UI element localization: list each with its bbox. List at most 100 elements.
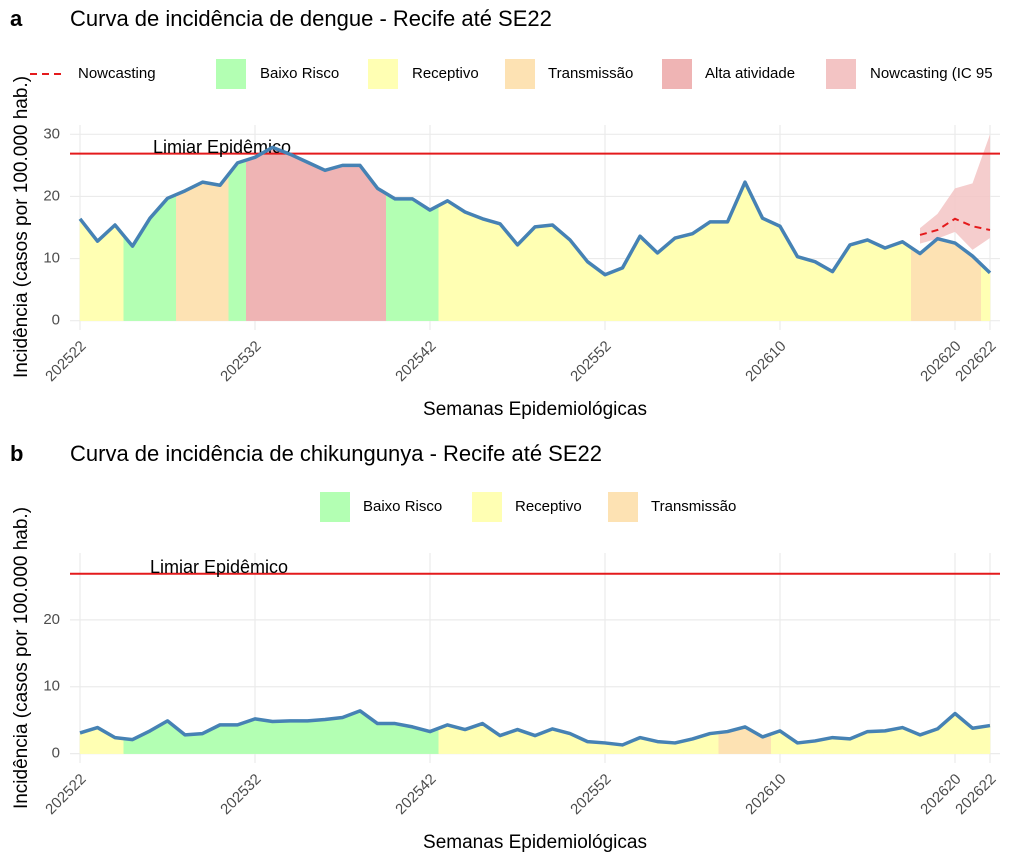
risk-area <box>263 147 282 321</box>
risk-area <box>386 193 404 321</box>
legend-label: Nowcasting (IC 95 <box>870 65 993 82</box>
threshold-label: Limiar Epidêmico <box>153 137 291 157</box>
risk-area <box>386 723 404 754</box>
x-axis-label: Semanas Epidemiológicas <box>423 399 647 420</box>
y-tick-label: 20 <box>43 187 60 204</box>
risk-area <box>351 165 369 321</box>
legend-key <box>320 492 350 522</box>
nowcast-interval <box>920 134 990 250</box>
risk-area <box>683 227 702 321</box>
x-tick-label: 202522 <box>42 771 89 818</box>
risk-area <box>928 238 947 321</box>
risk-area <box>228 159 247 321</box>
x-tick-label: 202532 <box>217 771 264 818</box>
risk-area <box>543 224 562 321</box>
x-tick-label: 202542 <box>392 338 439 385</box>
risk-area <box>666 235 684 321</box>
x-tick-label: 202552 <box>567 338 614 385</box>
risk-area <box>246 718 264 754</box>
risk-area <box>858 239 877 321</box>
legend-label: Baixo Risco <box>363 498 442 515</box>
risk-area <box>421 204 439 321</box>
risk-area <box>928 720 947 754</box>
legend-key <box>608 492 638 522</box>
risk-area <box>893 241 912 321</box>
risk-area <box>876 728 894 754</box>
risk-area <box>438 200 457 321</box>
risk-area <box>613 251 632 321</box>
risk-area <box>316 718 334 754</box>
x-tick-label: 202522 <box>42 338 89 385</box>
incidence-line <box>78 145 992 277</box>
legend-label: Alta atividade <box>705 65 795 82</box>
legend-label: Receptivo <box>412 65 479 82</box>
legend-label: Nowcasting <box>78 65 156 82</box>
risk-area <box>456 205 474 321</box>
risk-area <box>193 181 212 321</box>
y-axis-label: Incidência (casos por 100.000 hab.) <box>11 507 32 809</box>
risk-area <box>158 194 177 321</box>
incidence-line <box>79 709 991 747</box>
risk-area <box>333 165 352 321</box>
x-tick-label: 202610 <box>742 771 789 818</box>
panel-label: a <box>10 6 23 31</box>
risk-area <box>316 165 334 321</box>
risk-area <box>736 181 754 321</box>
nowcast-line <box>919 217 991 236</box>
legend-label: Baixo Risco <box>260 65 339 82</box>
y-tick-label: 0 <box>52 745 60 762</box>
risk-area <box>876 243 894 321</box>
risk-area <box>228 721 247 754</box>
risk-area <box>298 157 317 321</box>
risk-area <box>176 186 194 321</box>
threshold-label: Limiar Epidêmico <box>150 557 288 577</box>
legend-key <box>826 59 856 89</box>
risk-area <box>946 240 964 321</box>
legend-label: Transmissão <box>548 65 633 82</box>
x-axis-label: Semanas Epidemiológicas <box>423 832 647 853</box>
y-tick-label: 30 <box>43 125 60 142</box>
risk-area <box>79 218 89 321</box>
legend-key <box>216 59 246 89</box>
risk-area <box>281 720 299 754</box>
risk-area <box>106 224 124 321</box>
risk-area <box>88 229 107 321</box>
risk-area <box>491 220 509 321</box>
legend-label: Transmissão <box>651 498 736 515</box>
legend-key <box>505 59 535 89</box>
legend-key <box>472 492 502 522</box>
x-tick-label: 202542 <box>392 771 439 818</box>
risk-area <box>648 243 667 321</box>
x-tick-label: 202552 <box>567 771 614 818</box>
legend-key <box>368 59 398 89</box>
x-tick-label: 202610 <box>742 338 789 385</box>
risk-area <box>806 258 824 321</box>
y-tick-label: 10 <box>43 678 60 695</box>
y-tick-label: 10 <box>43 250 60 267</box>
risk-area <box>333 713 352 754</box>
risk-area <box>403 198 422 321</box>
chart-title: Curva de incidência de chikungunya - Rec… <box>70 441 602 466</box>
y-axis-label: Incidência (casos por 100.000 hab.) <box>11 76 32 378</box>
y-tick-label: 20 <box>43 611 60 628</box>
risk-area <box>281 150 299 321</box>
risk-area <box>298 719 317 754</box>
panel-label: b <box>10 441 23 466</box>
risk-area <box>368 176 387 321</box>
risk-area <box>508 233 527 321</box>
risk-area <box>701 221 719 321</box>
risk-area <box>473 215 492 321</box>
chart-title: Curva de incidência de dengue - Recife a… <box>70 6 552 31</box>
risk-area <box>981 725 991 754</box>
risk-area <box>211 173 229 321</box>
x-tick-label: 202532 <box>217 338 264 385</box>
risk-area <box>911 245 929 321</box>
risk-area <box>263 719 282 754</box>
legend-key <box>662 59 692 89</box>
legend-label: Receptivo <box>515 498 582 515</box>
risk-area <box>438 724 457 754</box>
risk-area <box>526 225 544 321</box>
y-tick-label: 0 <box>52 312 60 329</box>
risk-area <box>246 151 264 321</box>
